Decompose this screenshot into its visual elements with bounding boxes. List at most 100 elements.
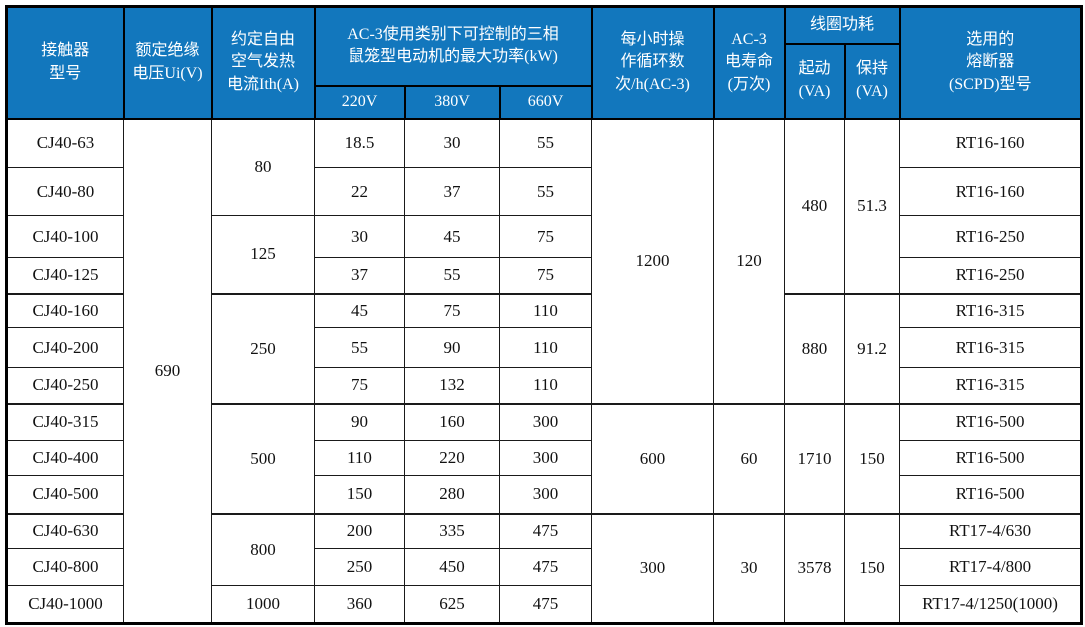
p660-cell: 475 bbox=[498, 585, 593, 624]
p380-cell: 280 bbox=[404, 475, 500, 514]
header-fuse-scpd-type: 选用的 熔断器 (SCPD)型号 bbox=[898, 5, 1083, 120]
ith-cell: 800 bbox=[211, 512, 315, 586]
p220-cell: 75 bbox=[314, 367, 405, 404]
scpd-cell: RT16-500 bbox=[899, 440, 1083, 476]
scpd-cell: RT16-500 bbox=[899, 402, 1083, 441]
table-row: CJ40-80 22 37 55 RT16-160 bbox=[6, 167, 1083, 216]
header-ac3-max-power-group: AC-3使用类别下可控制的三相 鼠笼型电动机的最大功率(kW) bbox=[313, 5, 593, 87]
table-row: CJ40-630 800 200 335 475 300 30 3578 150… bbox=[6, 512, 1083, 624]
p220-cell: 22 bbox=[314, 167, 405, 216]
header-cycles-per-hour: 每小时操 作循环数 次/h(AC-3) bbox=[590, 5, 715, 120]
p660-cell: 110 bbox=[498, 367, 593, 404]
p660-cell: 475 bbox=[498, 548, 593, 586]
start-va-cell: 3578 bbox=[784, 512, 846, 624]
p220-cell: 55 bbox=[314, 327, 405, 368]
header-coil-power-group: 线圈功耗 bbox=[783, 5, 901, 45]
cycles-cell: 600 bbox=[591, 402, 715, 514]
hold-va-cell: 150 bbox=[844, 402, 901, 514]
p380-cell: 45 bbox=[404, 215, 500, 258]
p380-cell: 625 bbox=[404, 585, 500, 624]
header-electrical-life: AC-3 电寿命 (万次) bbox=[712, 5, 786, 120]
ith-cell: 1000 bbox=[211, 585, 315, 624]
header-220v: 220V bbox=[313, 84, 406, 120]
table-row: CJ40-100 125 30 45 75 RT16-250 bbox=[6, 215, 1083, 294]
model-cell: CJ40-63 bbox=[6, 118, 124, 168]
model-cell: CJ40-400 bbox=[6, 440, 124, 476]
model-cell: CJ40-1000 bbox=[6, 585, 124, 624]
ith-cell: 500 bbox=[211, 402, 315, 514]
model-cell: CJ40-500 bbox=[6, 475, 124, 514]
ui-voltage-cell: 690 bbox=[123, 118, 212, 624]
model-cell: CJ40-125 bbox=[6, 257, 124, 294]
table-row: CJ40-250 75 132 110 RT16-315 bbox=[6, 367, 1083, 404]
cycles-cell: 300 bbox=[591, 512, 715, 624]
p220-cell: 30 bbox=[314, 215, 405, 258]
header-contactor-model: 接触器 型号 bbox=[5, 5, 125, 120]
p220-cell: 150 bbox=[314, 475, 405, 514]
p380-cell: 75 bbox=[404, 292, 500, 328]
p660-cell: 300 bbox=[498, 475, 593, 514]
p660-cell: 110 bbox=[498, 327, 593, 368]
table-row: CJ40-200 55 90 110 RT16-315 bbox=[6, 327, 1083, 368]
ith-cell: 250 bbox=[211, 292, 315, 404]
scpd-cell: RT16-315 bbox=[899, 292, 1083, 328]
hold-va-cell: 150 bbox=[844, 512, 901, 624]
start-va-cell: 1710 bbox=[784, 402, 846, 514]
ith-cell: 125 bbox=[211, 215, 315, 294]
contactor-spec-table: 接触器 型号 额定绝缘 电压Ui(V) 约定自由 空气发热 电流Ith(A) A… bbox=[5, 5, 1084, 625]
table-row: CJ40-1000 1000 360 625 475 RT17-4/1250(1… bbox=[6, 585, 1083, 624]
model-cell: CJ40-160 bbox=[6, 292, 124, 328]
p220-cell: 90 bbox=[314, 402, 405, 441]
header-rated-insulation-voltage: 额定绝缘 电压Ui(V) bbox=[122, 5, 213, 120]
p380-cell: 55 bbox=[404, 257, 500, 294]
p660-cell: 475 bbox=[498, 512, 593, 549]
p660-cell: 300 bbox=[498, 440, 593, 476]
scpd-cell: RT17-4/800 bbox=[899, 548, 1083, 586]
scpd-cell: RT16-160 bbox=[899, 167, 1083, 216]
life-cell: 30 bbox=[713, 512, 786, 624]
p220-cell: 360 bbox=[314, 585, 405, 624]
p380-cell: 335 bbox=[404, 512, 500, 549]
p660-cell: 300 bbox=[498, 402, 593, 441]
table-header: 接触器 型号 额定绝缘 电压Ui(V) 约定自由 空气发热 电流Ith(A) A… bbox=[5, 5, 1083, 120]
hold-va-cell: 91.2 bbox=[844, 292, 901, 404]
ith-cell: 80 bbox=[211, 118, 315, 216]
scpd-cell: RT16-250 bbox=[899, 257, 1083, 294]
p220-cell: 110 bbox=[314, 440, 405, 476]
scpd-cell: RT17-4/630 bbox=[899, 512, 1083, 549]
scpd-cell: RT16-250 bbox=[899, 215, 1083, 258]
model-cell: CJ40-630 bbox=[6, 512, 124, 549]
p220-cell: 250 bbox=[314, 548, 405, 586]
table-row: CJ40-315 500 90 160 300 600 60 1710 150 … bbox=[6, 402, 1083, 514]
p660-cell: 55 bbox=[498, 118, 593, 168]
p380-cell: 220 bbox=[404, 440, 500, 476]
hold-va-cell: 51.3 bbox=[844, 118, 901, 294]
scpd-cell: RT16-315 bbox=[899, 367, 1083, 404]
p220-cell: 37 bbox=[314, 257, 405, 294]
table-row: CJ40-160 250 45 75 110 880 91.2 RT16-315 bbox=[6, 292, 1083, 404]
table-row: CJ40-125 37 55 75 RT16-250 bbox=[6, 257, 1083, 294]
model-cell: CJ40-800 bbox=[6, 548, 124, 586]
model-cell: CJ40-80 bbox=[6, 167, 124, 216]
start-va-cell: 880 bbox=[784, 292, 846, 404]
model-cell: CJ40-200 bbox=[6, 327, 124, 368]
p380-cell: 450 bbox=[404, 548, 500, 586]
scpd-cell: RT17-4/1250(1000) bbox=[899, 585, 1083, 624]
p380-cell: 90 bbox=[404, 327, 500, 368]
table-row: CJ40-500 150 280 300 RT16-500 bbox=[6, 475, 1083, 514]
header-hold-va: 保持 (VA) bbox=[843, 42, 901, 120]
table-row: CJ40-800 250 450 475 RT17-4/800 bbox=[6, 548, 1083, 586]
p660-cell: 110 bbox=[498, 292, 593, 328]
header-thermal-current: 约定自由 空气发热 电流Ith(A) bbox=[210, 5, 316, 120]
life-cell: 60 bbox=[713, 402, 786, 514]
header-660v: 660V bbox=[498, 84, 593, 120]
scpd-cell: RT16-160 bbox=[899, 118, 1083, 168]
header-start-va: 起动 (VA) bbox=[783, 42, 846, 120]
p220-cell: 18.5 bbox=[314, 118, 405, 168]
model-cell: CJ40-250 bbox=[6, 367, 124, 404]
scpd-cell: RT16-315 bbox=[899, 327, 1083, 368]
p380-cell: 160 bbox=[404, 402, 500, 441]
p220-cell: 200 bbox=[314, 512, 405, 549]
table-body: CJ40-63 690 80 18.5 30 55 1200 120 480 5… bbox=[6, 118, 1083, 624]
